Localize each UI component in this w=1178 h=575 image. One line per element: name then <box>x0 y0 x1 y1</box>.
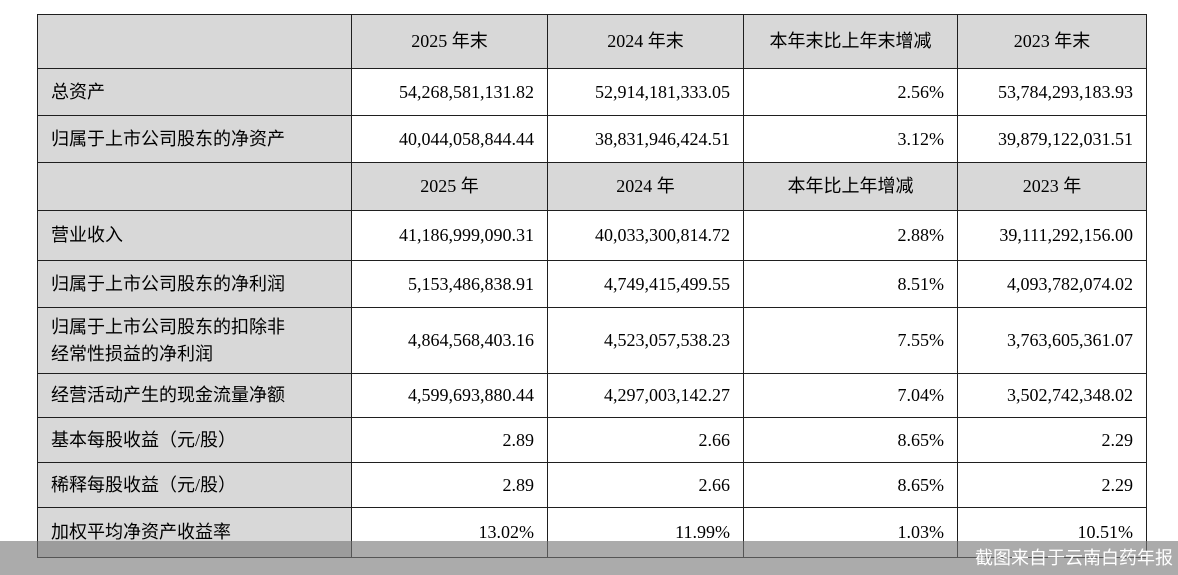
table-row: 归属于上市公司股东的净资产 40,044,058,844.44 38,831,9… <box>37 115 1147 163</box>
cell-value: 4,864,568,403.16 <box>351 307 548 374</box>
cell-value: 38,831,946,424.51 <box>547 115 744 163</box>
watermark-bar: 截图来自于云南白药年报 <box>0 541 1178 575</box>
cell-value: 7.55% <box>743 307 958 374</box>
cell-value: 2.66 <box>547 417 744 463</box>
cell-value: 2.89 <box>351 462 548 508</box>
cell-value: 2.66 <box>547 462 744 508</box>
cell-value: 2.29 <box>957 417 1147 463</box>
table-row: 总资产 54,268,581,131.82 52,914,181,333.05 … <box>37 68 1147 116</box>
cell-value: 4,599,693,880.44 <box>351 373 548 418</box>
cell-value: 2.89 <box>351 417 548 463</box>
cell-value: 53,784,293,183.93 <box>957 68 1147 116</box>
cell-value: 54,268,581,131.82 <box>351 68 548 116</box>
cell-value: 40,033,300,814.72 <box>547 210 744 261</box>
cell-value: 40,044,058,844.44 <box>351 115 548 163</box>
row-label: 归属于上市公司股东的净资产 <box>37 115 352 163</box>
col-header-yoy-change-year-end: 本年末比上年末增减 <box>743 14 958 69</box>
col-header-2025-year: 2025 年 <box>351 162 548 211</box>
col-header-2023-year-end: 2023 年末 <box>957 14 1147 69</box>
watermark-text: 截图来自于云南白药年报 <box>975 548 1173 568</box>
cell-value: 8.51% <box>743 260 958 308</box>
row-label: 稀释每股收益（元/股） <box>37 462 352 508</box>
cell-value: 39,879,122,031.51 <box>957 115 1147 163</box>
financial-summary-table: 2025 年末 2024 年末 本年末比上年末增减 2023 年末 总资产 54… <box>37 14 1147 558</box>
row-label: 归属于上市公司股东的扣除非 经常性损益的净利润 <box>37 307 352 374</box>
col-header-2023-year: 2023 年 <box>957 162 1147 211</box>
cell-value: 4,749,415,499.55 <box>547 260 744 308</box>
table-row: 基本每股收益（元/股） 2.89 2.66 8.65% 2.29 <box>37 417 1147 463</box>
cell-value: 41,186,999,090.31 <box>351 210 548 261</box>
row-label: 总资产 <box>37 68 352 116</box>
cell-value: 3,502,742,348.02 <box>957 373 1147 418</box>
cell-value: 52,914,181,333.05 <box>547 68 744 116</box>
table-row: 归属于上市公司股东的扣除非 经常性损益的净利润 4,864,568,403.16… <box>37 307 1147 374</box>
cell-value: 39,111,292,156.00 <box>957 210 1147 261</box>
row-label: 营业收入 <box>37 210 352 261</box>
table-row: 营业收入 41,186,999,090.31 40,033,300,814.72… <box>37 210 1147 261</box>
cell-value: 4,523,057,538.23 <box>547 307 744 374</box>
cell-value: 5,153,486,838.91 <box>351 260 548 308</box>
cell-value: 2.56% <box>743 68 958 116</box>
col-header-2024-year-end: 2024 年末 <box>547 14 744 69</box>
row-label: 经营活动产生的现金流量净额 <box>37 373 352 418</box>
cell-value: 3.12% <box>743 115 958 163</box>
table-row: 归属于上市公司股东的净利润 5,153,486,838.91 4,749,415… <box>37 260 1147 308</box>
row-label: 基本每股收益（元/股） <box>37 417 352 463</box>
cell-value: 3,763,605,361.07 <box>957 307 1147 374</box>
cell-value: 8.65% <box>743 417 958 463</box>
col-header-2025-year-end: 2025 年末 <box>351 14 548 69</box>
table-row: 稀释每股收益（元/股） 2.89 2.66 8.65% 2.29 <box>37 462 1147 508</box>
cell-value: 8.65% <box>743 462 958 508</box>
col-header-yoy-change-year: 本年比上年增减 <box>743 162 958 211</box>
cell-value: 2.29 <box>957 462 1147 508</box>
header-empty-cell <box>37 162 352 211</box>
header-empty-cell <box>37 14 352 69</box>
row-label: 归属于上市公司股东的净利润 <box>37 260 352 308</box>
cell-value: 4,093,782,074.02 <box>957 260 1147 308</box>
table-row: 经营活动产生的现金流量净额 4,599,693,880.44 4,297,003… <box>37 373 1147 418</box>
header-row-year: 2025 年 2024 年 本年比上年增减 2023 年 <box>37 162 1147 211</box>
cell-value: 4,297,003,142.27 <box>547 373 744 418</box>
header-row-year-end: 2025 年末 2024 年末 本年末比上年末增减 2023 年末 <box>37 14 1147 69</box>
col-header-2024-year: 2024 年 <box>547 162 744 211</box>
cell-value: 7.04% <box>743 373 958 418</box>
cell-value: 2.88% <box>743 210 958 261</box>
